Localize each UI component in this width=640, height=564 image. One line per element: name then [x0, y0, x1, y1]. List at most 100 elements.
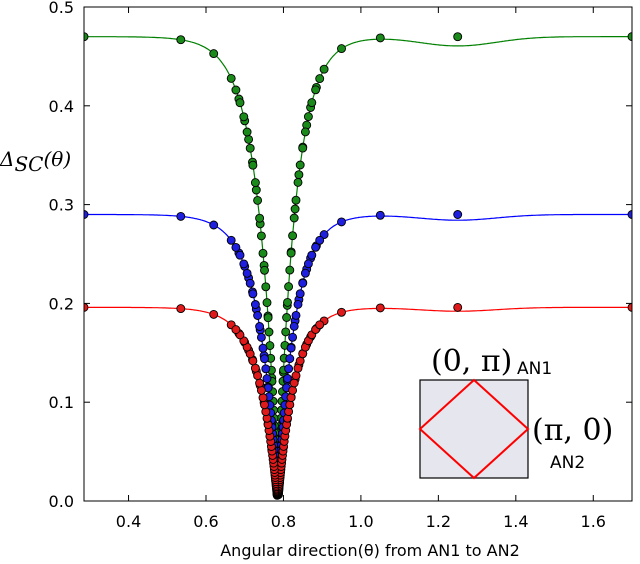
data-point-green — [258, 248, 268, 258]
data-point-red — [209, 309, 219, 319]
data-point-green — [300, 127, 310, 137]
data-point-blue — [453, 210, 463, 219]
data-point-green — [307, 98, 317, 108]
data-point-blue — [176, 211, 186, 221]
data-point-green — [295, 160, 305, 170]
data-point-green — [284, 282, 294, 292]
inset-right-sub: AN2 — [550, 453, 585, 473]
data-point-green — [298, 143, 308, 153]
data-point-blue — [289, 321, 299, 331]
data-point-green — [264, 327, 274, 337]
y-tick-label: 0.0 — [49, 492, 74, 511]
plot-frame — [83, 6, 633, 502]
data-point-red — [337, 307, 346, 317]
data-point-green — [285, 265, 295, 275]
x-tick-label: 1.4 — [503, 512, 528, 531]
y-axis-title: ΔSC(θ) — [0, 147, 71, 176]
data-point-red — [293, 363, 303, 373]
data-point-blue — [245, 278, 255, 288]
data-point-blue — [255, 322, 265, 331]
inset-right-label: (π, 0) — [532, 413, 613, 448]
data-point-red — [255, 378, 265, 388]
data-point-blue — [315, 235, 325, 245]
data-point-green — [453, 32, 463, 42]
series-line-green — [84, 35, 632, 498]
data-point-green — [291, 195, 301, 205]
y-tick-label: 0.1 — [49, 393, 74, 412]
data-point-green — [282, 313, 292, 322]
series-line-blue — [84, 213, 632, 499]
x-axis-title: Angular direction(θ) from AN1 to AN2 — [220, 541, 520, 560]
data-point-red — [453, 302, 463, 312]
data-point-red — [315, 320, 325, 330]
y-tick-label: 0.2 — [49, 294, 74, 313]
data-point-red — [289, 378, 299, 388]
x-tick-label: 0.8 — [271, 512, 296, 531]
data-point-red — [258, 393, 268, 403]
data-point-red — [286, 393, 296, 403]
x-tick-label: 0.6 — [193, 512, 218, 531]
data-point-blue — [84, 210, 89, 219]
data-point-green — [294, 170, 304, 180]
data-point-red — [291, 371, 301, 381]
data-point-blue — [258, 343, 268, 353]
data-point-green — [281, 327, 291, 337]
x-tick-label: 1.0 — [348, 512, 373, 531]
data-point-green — [256, 231, 266, 241]
y-tick-label: 0.5 — [49, 0, 74, 17]
data-point-blue — [261, 364, 271, 374]
data-point-green — [245, 143, 255, 153]
data-point-blue — [307, 250, 317, 260]
inset-diagram: (0, π) AN1 (π, 0) AN2 — [418, 344, 613, 480]
data-point-red — [288, 385, 298, 395]
data-point-red — [250, 363, 260, 373]
data-point-blue — [284, 364, 294, 374]
data-point-blue — [337, 217, 346, 227]
data-point-blue — [627, 210, 632, 219]
data-point-green — [286, 248, 296, 258]
data-point-green — [315, 74, 325, 84]
series-red — [84, 302, 632, 500]
data-point-red — [231, 325, 241, 335]
data-point-blue — [239, 259, 249, 269]
data-point-green — [293, 177, 303, 187]
x-tick-label: 1.6 — [581, 512, 606, 531]
data-point-blue — [375, 210, 385, 220]
data-point-green — [290, 204, 300, 214]
data-point-green — [248, 160, 258, 170]
data-point-green — [627, 32, 632, 42]
y-axis-title-arg: (θ) — [43, 147, 71, 171]
data-point-green — [319, 64, 329, 74]
data-point-red — [285, 400, 295, 410]
svg-text:ΔSC(θ): ΔSC(θ) — [0, 147, 71, 176]
y-tick-label: 0.3 — [49, 196, 74, 215]
series-layer — [84, 32, 632, 500]
data-point-blue — [248, 289, 258, 299]
y-axis-title-sub: SC — [14, 152, 43, 176]
data-point-green — [251, 185, 261, 195]
data-point-blue — [286, 343, 296, 353]
data-point-green — [262, 298, 272, 308]
data-point-green — [235, 98, 245, 108]
data-point-blue — [298, 278, 308, 288]
data-point-green — [303, 112, 313, 122]
data-point-red — [256, 385, 266, 395]
data-point-red — [84, 302, 89, 312]
data-point-blue — [285, 354, 295, 364]
data-point-blue — [242, 268, 252, 278]
data-point-red — [260, 400, 269, 410]
data-point-blue — [226, 235, 236, 245]
data-point-blue — [311, 242, 321, 252]
data-point-green — [242, 127, 252, 137]
data-point-blue — [300, 268, 310, 278]
data-point-green — [244, 134, 254, 144]
data-point-green — [289, 213, 299, 223]
data-point-green — [261, 282, 271, 292]
data-point-red — [253, 371, 263, 381]
inset-box — [419, 379, 529, 479]
data-point-green — [231, 85, 241, 95]
data-point-blue — [235, 250, 245, 260]
y-axis-title-main: Δ — [0, 147, 14, 171]
